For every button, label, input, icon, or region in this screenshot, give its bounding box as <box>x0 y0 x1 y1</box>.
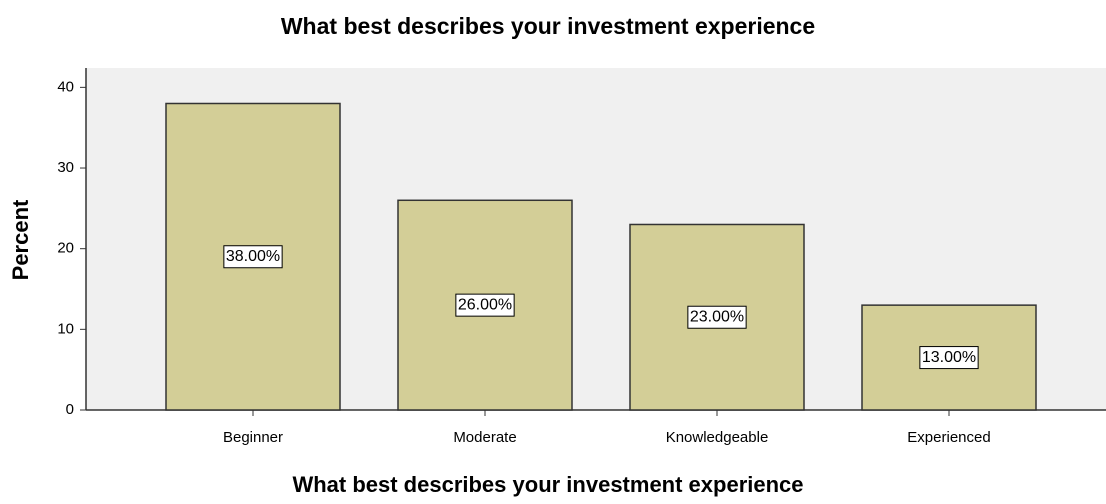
x-tick-label: Beginner <box>223 429 283 446</box>
y-axis-title: Percent <box>8 199 33 280</box>
value-label-box <box>919 346 979 370</box>
value-label-box <box>223 245 283 269</box>
chart-title: What best describes your investment expe… <box>281 13 815 39</box>
value-label-box <box>455 293 515 317</box>
x-tick-label: Moderate <box>453 429 516 446</box>
x-tick-label: Experienced <box>907 429 990 446</box>
value-label: 23.00% <box>690 308 744 325</box>
value-label: 13.00% <box>922 349 976 366</box>
value-label-box <box>687 305 747 329</box>
y-tick-label: 20 <box>57 240 74 257</box>
x-axis-title: What best describes your investment expe… <box>292 472 803 497</box>
y-tick-label: 10 <box>57 320 74 337</box>
x-tick-label: Knowledgeable <box>666 429 769 446</box>
value-label: 26.00% <box>458 296 512 313</box>
y-tick-label: 0 <box>66 401 74 418</box>
y-tick-label: 30 <box>57 159 74 176</box>
value-label: 38.00% <box>226 248 280 265</box>
y-tick-label: 40 <box>57 78 74 95</box>
